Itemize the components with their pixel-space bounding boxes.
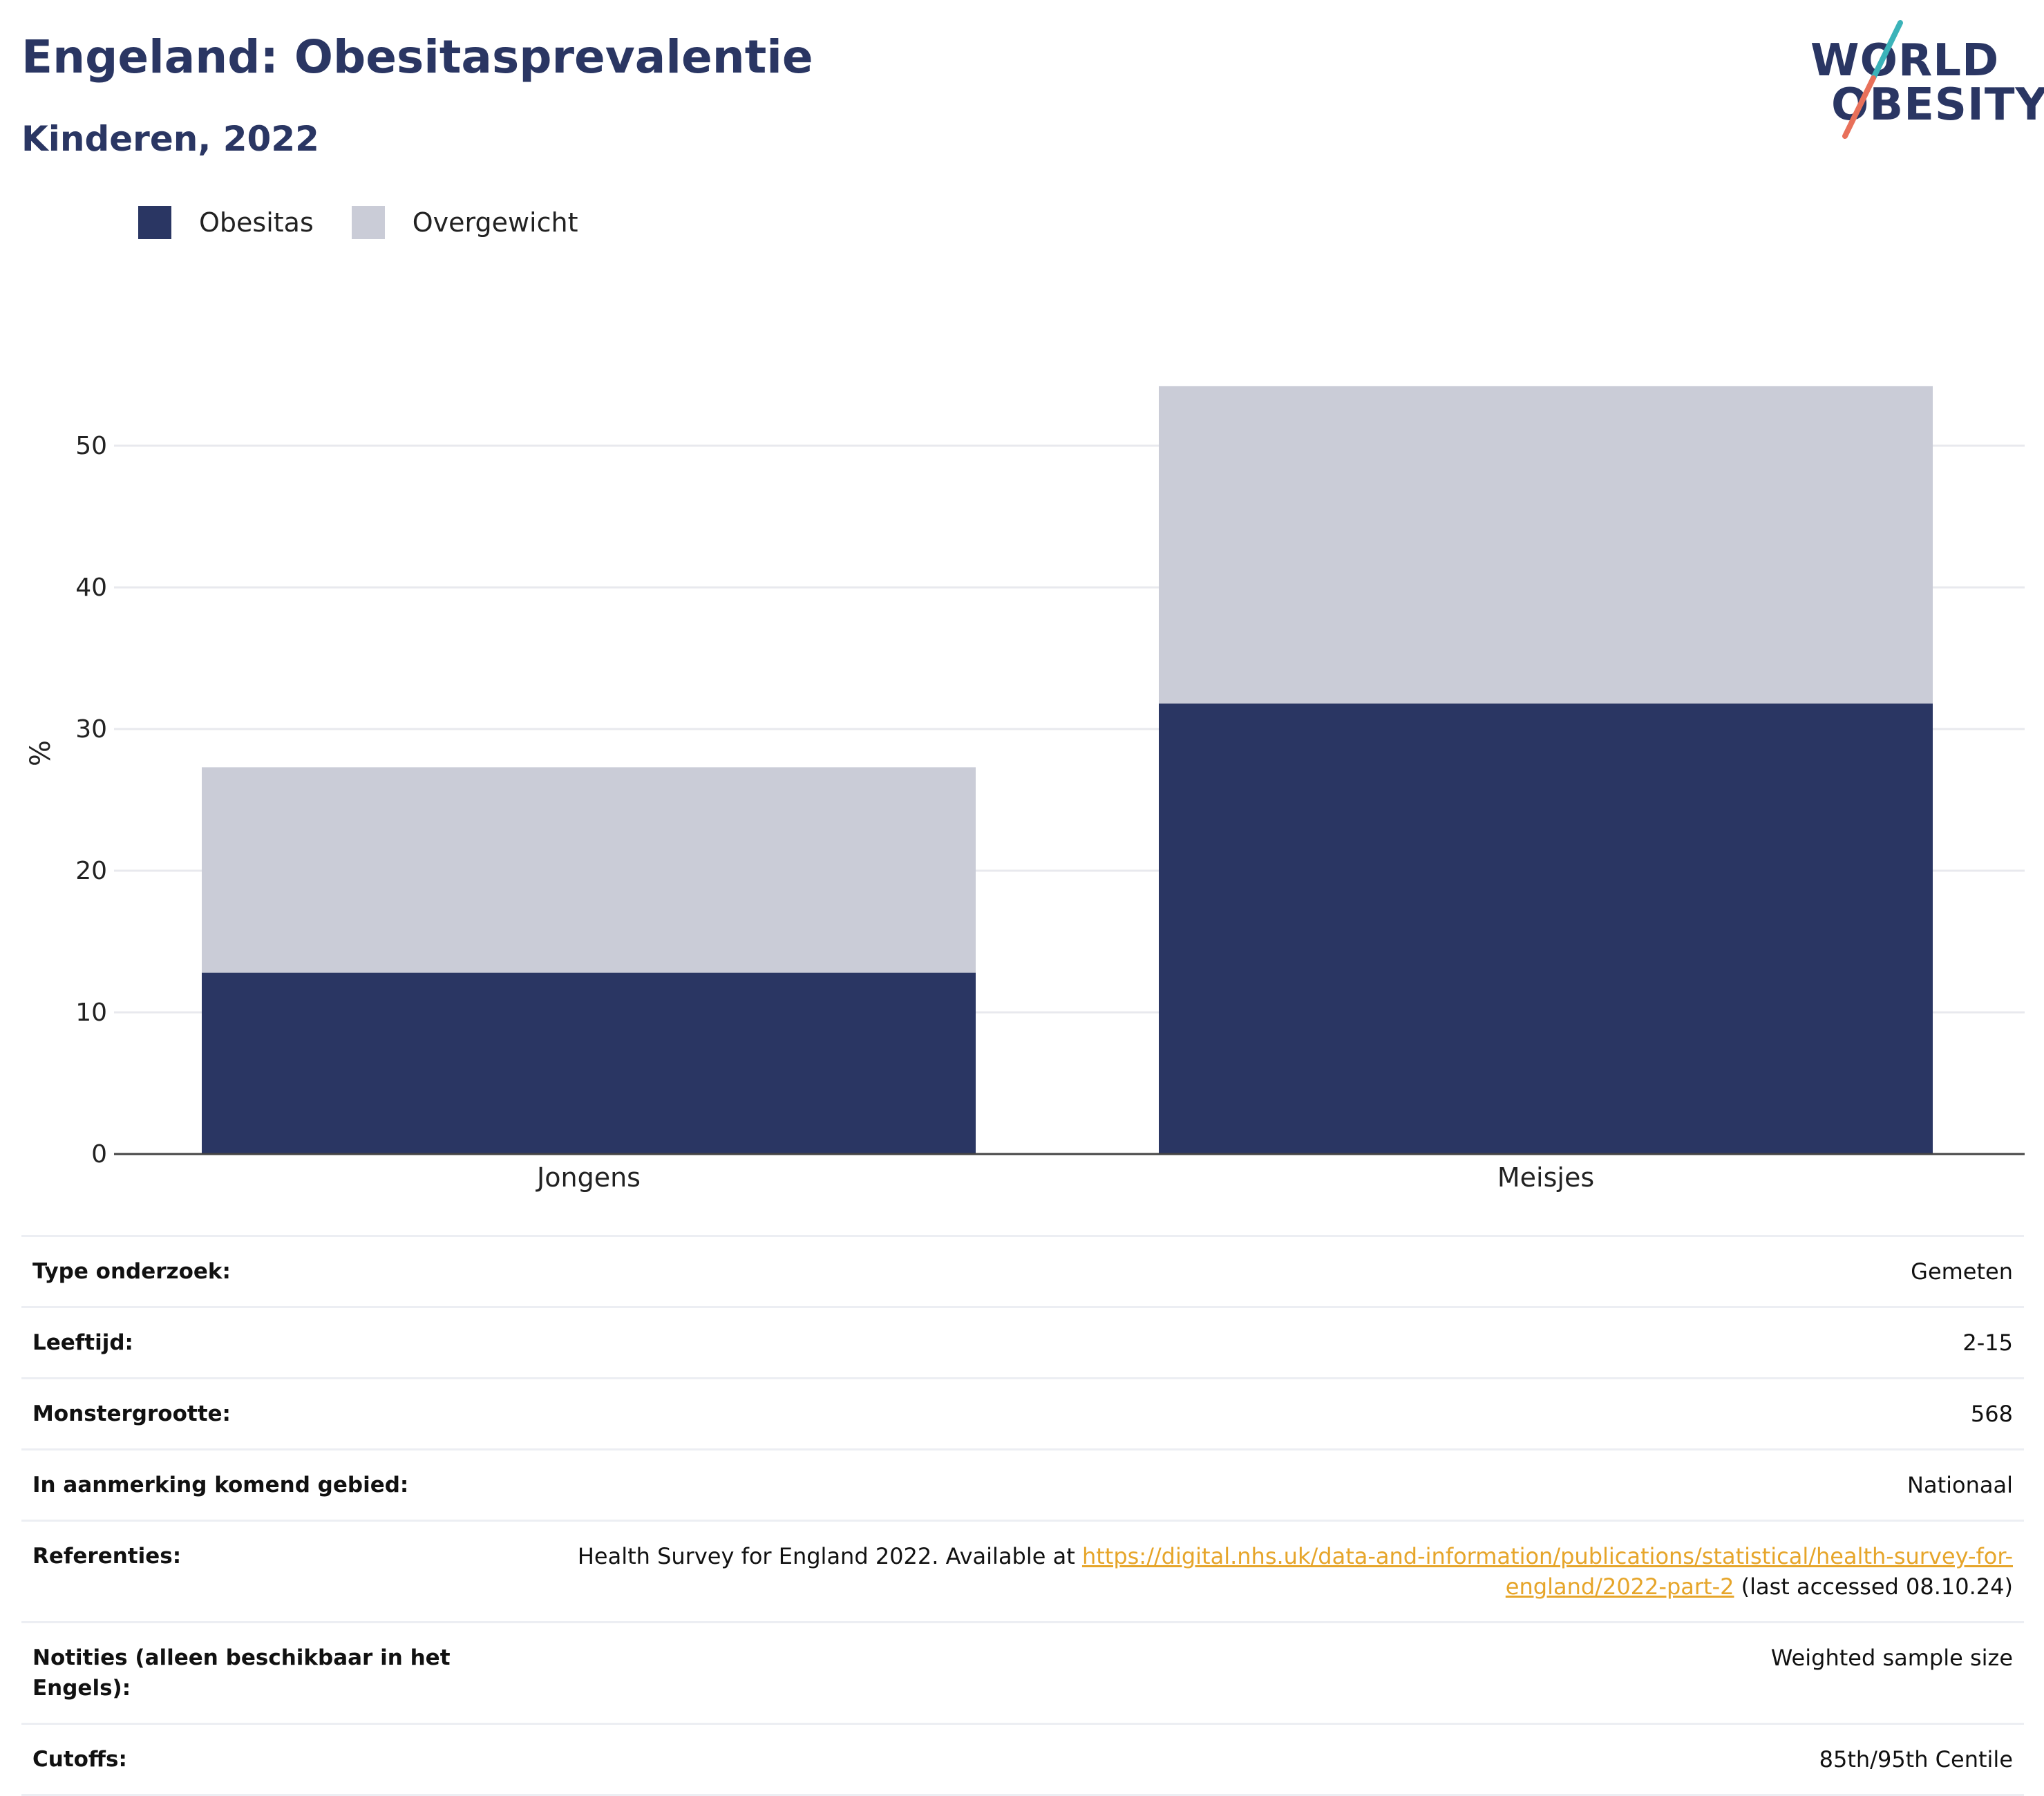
- chart-legend: Obesitas Overgewicht: [138, 206, 616, 239]
- y-tick-label: 10: [75, 999, 107, 1027]
- x-category-label: Meisjes: [1497, 1162, 1594, 1193]
- info-key: Referenties:: [32, 1544, 182, 1569]
- reference-link[interactable]: https://digital.nhs.uk/data-and-informat…: [1081, 1543, 2013, 1600]
- legend-item-obesitas[interactable]: Obesitas: [138, 206, 314, 239]
- bar-obesitas-jongens: [202, 972, 976, 1154]
- info-value: 2-15: [1962, 1330, 2013, 1356]
- info-value: Gemeten: [1911, 1258, 2013, 1285]
- y-tick-label: 20: [75, 857, 107, 885]
- reference-text: Health Survey for England 2022. Availabl…: [577, 1543, 1082, 1569]
- legend-label-overgewicht: Overgewicht: [412, 207, 578, 238]
- info-key: Monstergrootte:: [32, 1401, 231, 1426]
- info-row: Cutoffs: 85th/95th Centile: [21, 1723, 2024, 1796]
- y-tick-label: 0: [91, 1140, 107, 1169]
- reference-accessed: (last accessed 08.10.24): [1734, 1573, 2013, 1600]
- logo-slash-icon: [1842, 20, 1903, 139]
- bar-chart: 0 10 20 30 40 50 Jongens Meisjes%: [25, 386, 2025, 1193]
- y-tick-label: 50: [75, 432, 107, 460]
- info-row: Referenties: Health Survey for England 2…: [21, 1520, 2024, 1621]
- legend-swatch-overgewicht: [351, 206, 385, 239]
- legend-swatch-obesitas: [138, 206, 171, 239]
- y-tick-label: 40: [75, 574, 107, 602]
- info-table: Type onderzoek: Gemeten Leeftijd: 2-15 M…: [21, 1235, 2024, 1796]
- page-subtitle: Kinderen, 2022: [21, 119, 319, 159]
- info-key: Notities (alleen beschikbaar in het Enge…: [32, 1645, 451, 1701]
- info-row: Notities (alleen beschikbaar in het Enge…: [21, 1621, 2024, 1723]
- info-value: 568: [1970, 1401, 2013, 1427]
- x-category-label: Jongens: [536, 1162, 641, 1193]
- info-row: Monstergrootte: 568: [21, 1377, 2024, 1448]
- info-row: In aanmerking komend gebied: Nationaal: [21, 1448, 2024, 1520]
- legend-label-obesitas: Obesitas: [199, 207, 314, 238]
- info-key: Cutoffs:: [32, 1747, 127, 1772]
- info-key: Leeftijd:: [32, 1330, 133, 1355]
- info-value: Weighted sample size: [1770, 1645, 2013, 1671]
- info-row: Type onderzoek: Gemeten: [21, 1235, 2024, 1306]
- bar-obesitas-meisjes: [1159, 703, 1933, 1154]
- info-row: Leeftijd: 2-15: [21, 1306, 2024, 1377]
- info-value: Nationaal: [1907, 1472, 2013, 1498]
- logo-line-1: WORLD: [1810, 35, 2000, 86]
- legend-item-overgewicht[interactable]: Overgewicht: [351, 206, 578, 239]
- page-title: Engeland: Obesitasprevalentie: [21, 30, 813, 84]
- world-obesity-logo: WORLD OBESITY: [1804, 17, 2044, 145]
- bar-overgewicht-meisjes: [1159, 386, 1933, 704]
- bar-overgewicht-jongens: [202, 767, 976, 973]
- y-axis-label: %: [25, 740, 57, 766]
- info-value: Health Survey for England 2022. Availabl…: [493, 1541, 2013, 1602]
- info-key: Type onderzoek:: [32, 1259, 231, 1284]
- info-key: In aanmerking komend gebied:: [32, 1473, 409, 1497]
- info-value: 85th/95th Centile: [1819, 1746, 2013, 1773]
- y-tick-label: 30: [75, 715, 107, 744]
